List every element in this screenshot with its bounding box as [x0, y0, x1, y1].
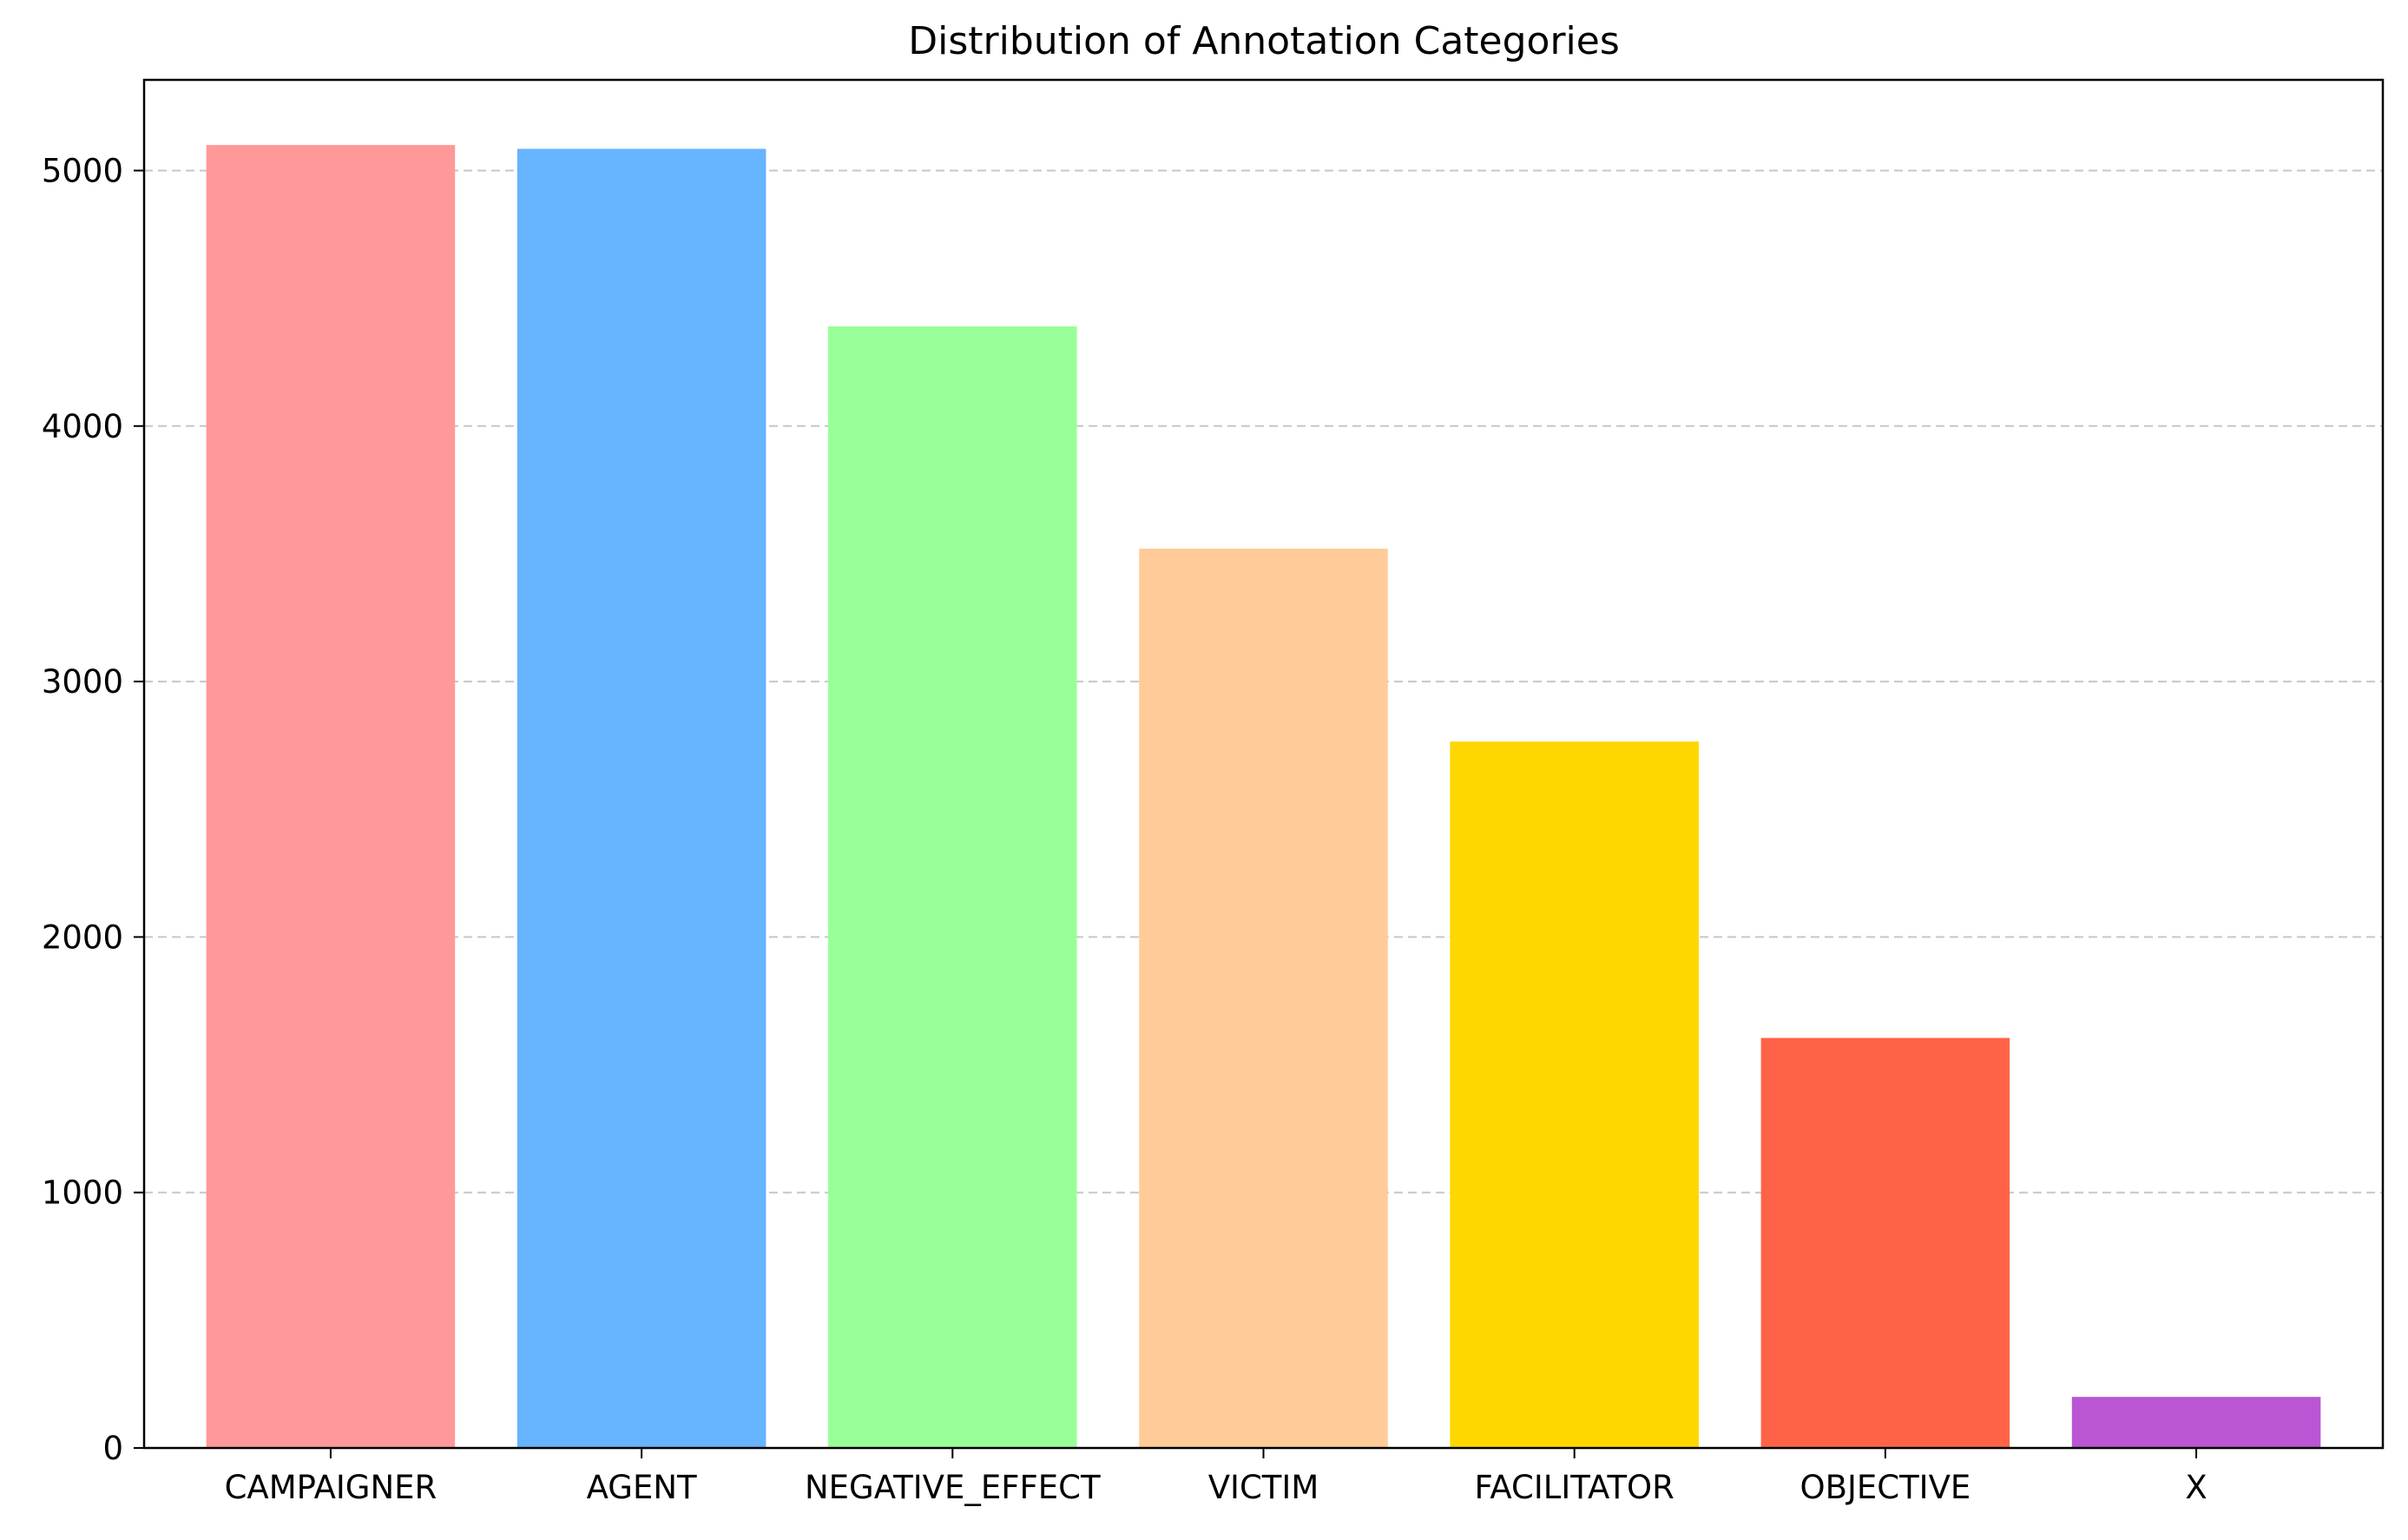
x-tick-label: AGENT	[587, 1469, 697, 1506]
x-tick-label: NEGATIVE_EFFECT	[805, 1469, 1101, 1506]
bar-agent	[516, 148, 766, 1449]
bar-negative-effect	[828, 326, 1077, 1449]
bar-victim	[1139, 549, 1388, 1448]
y-tick-label: 3000	[42, 663, 123, 701]
x-tick-label: FACILITATOR	[1474, 1469, 1674, 1506]
y-tick-label: 2000	[42, 918, 123, 956]
y-tick-label: 0	[102, 1430, 123, 1467]
x-tick-label: X	[2185, 1469, 2207, 1506]
x-tick-label: OBJECTIVE	[1799, 1469, 1970, 1506]
chart-title: Distribution of Annotation Categories	[908, 19, 1620, 63]
x-axis-ticks: CAMPAIGNER AGENT NEGATIVE_EFFECT VICTIM FACI…	[225, 1448, 2207, 1506]
y-tick-label: 1000	[42, 1175, 123, 1212]
bar-facilitator	[1450, 741, 1699, 1448]
y-tick-label: 5000	[42, 152, 123, 189]
x-tick-label: CAMPAIGNER	[225, 1469, 438, 1506]
x-tick-label: VICTIM	[1208, 1469, 1319, 1506]
y-axis-ticks: 0 1000 2000 3000 4000 5000	[42, 152, 144, 1467]
y-tick-label: 4000	[42, 408, 123, 445]
bar-campaigner	[206, 145, 456, 1449]
bar-objective	[1760, 1037, 2010, 1448]
bars	[206, 145, 2321, 1449]
bar-x	[2071, 1397, 2321, 1448]
